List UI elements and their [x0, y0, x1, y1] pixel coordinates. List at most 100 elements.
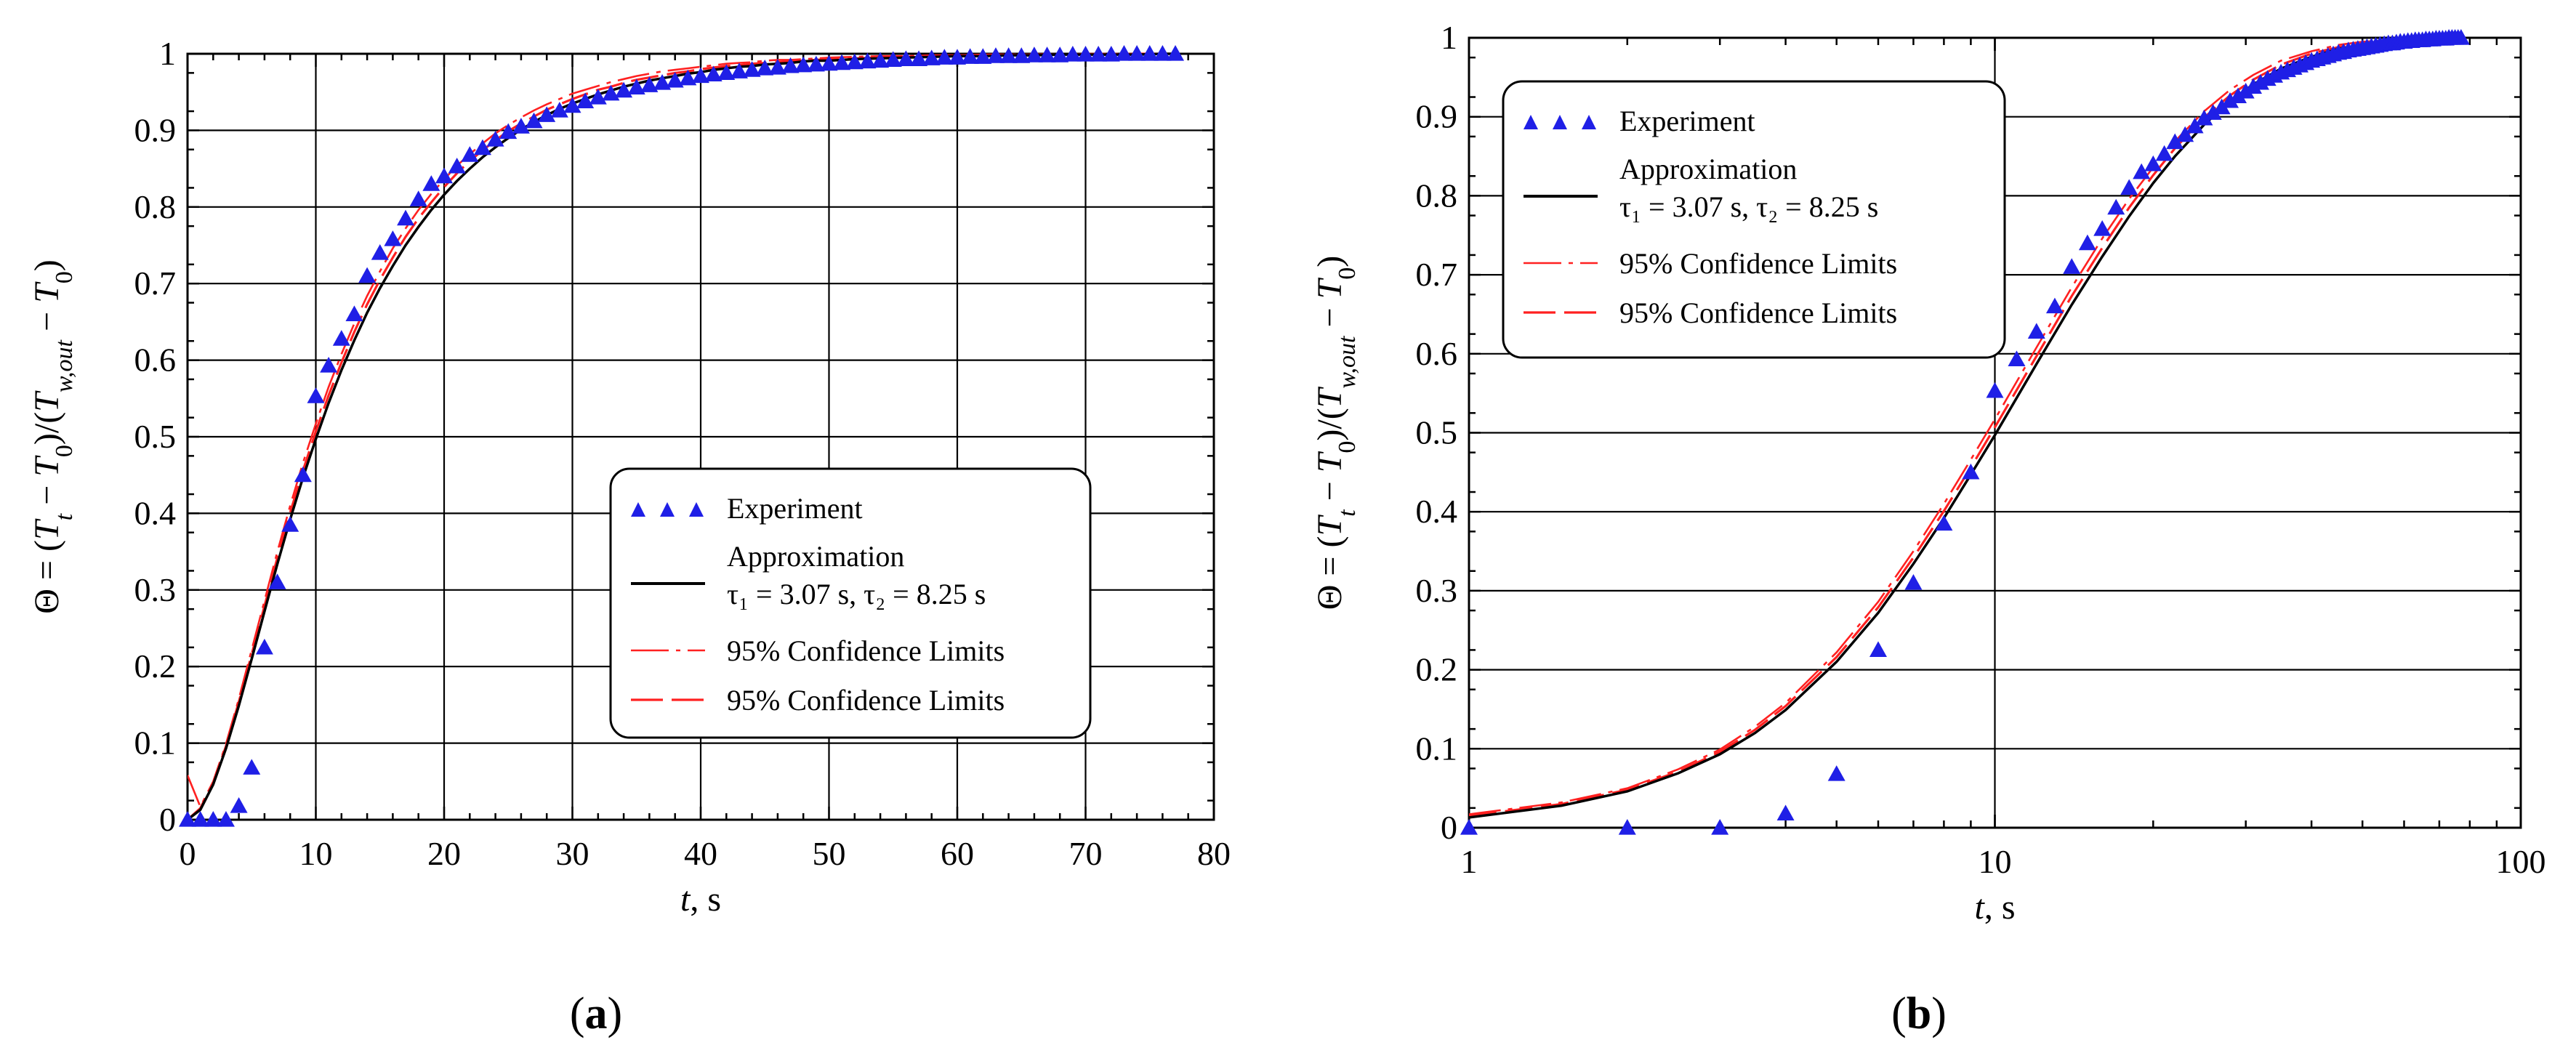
- y-tick-label: 0.3: [1416, 572, 1458, 609]
- experiment-point: [448, 157, 466, 174]
- experiment-point: [820, 55, 838, 71]
- x-tick-label: 100: [2496, 843, 2546, 880]
- panel-b-chart: 0 0.1 0.2 0.3 0.4 0.5 0.6 0.7 0.8 0.9 1 1 10 100 t, s Θ…: [1311, 19, 2546, 1038]
- y-tick-label: 1: [1441, 19, 1457, 56]
- experiment-point: [2078, 234, 2096, 251]
- experiment-point: [1140, 45, 1159, 61]
- x-tick-label: 50: [813, 835, 846, 872]
- experiment-point: [1711, 819, 1729, 835]
- experiment-point: [2251, 73, 2269, 90]
- experiment-point: [692, 67, 709, 84]
- experiment-point: [550, 101, 568, 118]
- y-tick-label: 0.3: [134, 571, 177, 608]
- legend-approximation-label: Approximation: [727, 540, 904, 573]
- experiment-point: [1986, 382, 2004, 398]
- experiment-point: [961, 48, 979, 64]
- experiment-point: [1776, 804, 1795, 821]
- y-tick-label: 1: [159, 35, 176, 72]
- experiment-point: [230, 797, 248, 813]
- experiment-point: [1935, 515, 1953, 531]
- experiment-point: [986, 47, 1005, 63]
- experiment-point: [2195, 109, 2213, 126]
- experiment-point: [1869, 641, 1887, 658]
- experiment-point: [1025, 47, 1043, 62]
- x-tick-label: 20: [427, 835, 461, 872]
- experiment-point: [2186, 117, 2204, 134]
- confidence-limit-line: [188, 52, 1175, 810]
- experiment-point: [1167, 45, 1185, 61]
- experiment-point: [2155, 145, 2173, 161]
- experiment-point: [1962, 463, 1980, 480]
- x-tick-label: 60: [941, 835, 974, 872]
- legend-limit-a-label: 95% Confidence Limits: [727, 634, 1005, 667]
- experiment-point: [397, 209, 415, 226]
- experiment-point: [2008, 350, 2026, 367]
- experiment-point: [2237, 82, 2255, 99]
- experiment-point: [461, 146, 479, 162]
- experiment-point: [1051, 47, 1069, 62]
- experiment-point: [2093, 220, 2112, 236]
- experiment-point: [935, 49, 954, 65]
- experiment-point: [872, 52, 890, 68]
- legend-experiment-label: Experiment: [1619, 105, 1755, 137]
- experiment-point: [910, 50, 928, 66]
- legend-tau-label: τ₁ = 3.07 s, τ₂ = 8.25 s: [1619, 190, 1878, 223]
- experiment-point: [1063, 46, 1082, 62]
- legend-tau-label: τ₁ = 3.07 s, τ₂ = 8.25 s: [727, 578, 986, 610]
- experiment-point: [615, 81, 633, 98]
- experiment-point: [666, 71, 684, 88]
- x-tick-label: 30: [556, 835, 589, 872]
- experiment-point: [1618, 819, 1636, 835]
- experiment-point: [1076, 46, 1095, 62]
- experiment-point: [320, 356, 338, 373]
- legend-box: [609, 467, 1092, 739]
- experiment-point: [486, 131, 504, 147]
- experiment-point: [409, 190, 427, 206]
- experiment-point: [2213, 98, 2231, 115]
- experiment-point: [730, 62, 748, 78]
- tick-labels: 0 0.1 0.2 0.3 0.4 0.5 0.6 0.7 0.8 0.9 1 1 10 100: [1416, 19, 2546, 880]
- legend-experiment-marker: [1524, 115, 1538, 129]
- experiment-point: [191, 811, 209, 827]
- experiment-point: [602, 84, 620, 101]
- experiment-point: [1038, 47, 1056, 62]
- x-tick-label: 40: [684, 835, 717, 872]
- tick-labels: 00.10.20.30.40.50.60.70.80.910 10 20 30 40 50…: [134, 35, 1231, 872]
- x-axis-label: t, s: [680, 880, 721, 919]
- experiment-point: [2027, 323, 2045, 339]
- y-tick-label: 0.1: [134, 725, 177, 762]
- experiment-point: [243, 759, 261, 775]
- y-tick-label: 0.9: [134, 111, 177, 148]
- legend-experiment-marker: [1582, 115, 1596, 129]
- experiment-point: [435, 167, 453, 184]
- y-tick-label: 0.5: [1416, 414, 1458, 451]
- experiment-point: [858, 52, 877, 69]
- experiment-point: [1904, 574, 1923, 590]
- experiment-point: [640, 76, 659, 92]
- confidence-limit-line: [1469, 36, 2461, 818]
- experiment-point: [281, 516, 299, 532]
- experiment-point: [332, 330, 350, 346]
- experiment-point: [1013, 47, 1031, 63]
- y-tick-label: 0.6: [1416, 335, 1458, 372]
- y-tick-label: 0.6: [134, 342, 177, 379]
- experiment-point: [384, 230, 402, 246]
- experiment-point: [2120, 179, 2138, 195]
- experiment-point: [897, 50, 915, 66]
- experiment-point: [704, 65, 723, 82]
- legend-limit-a-label: 95% Confidence Limits: [1619, 247, 1897, 280]
- y-tick-label: 0.7: [134, 265, 177, 302]
- experiment-markers: [179, 45, 1185, 827]
- y-axis-label: Θ = (Tt − T0)/(Tw,out − T0): [28, 259, 78, 614]
- y-tick-label: 0.1: [1416, 730, 1458, 767]
- experiment-point: [807, 55, 825, 72]
- panel-label: (a): [570, 989, 622, 1038]
- x-tick-label: 0: [180, 835, 196, 872]
- experiment-point: [499, 123, 518, 140]
- experiment-point: [358, 267, 377, 283]
- y-tick-label: 0.4: [1416, 493, 1458, 530]
- experiment-point: [1154, 45, 1172, 61]
- experiment-markers: [1460, 29, 2470, 835]
